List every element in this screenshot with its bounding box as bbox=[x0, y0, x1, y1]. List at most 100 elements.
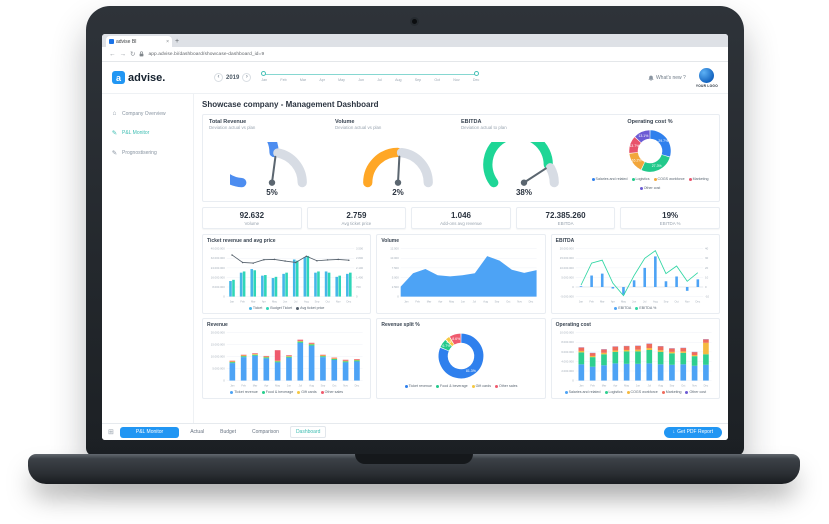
chart-panel-revenue: Revenue 20.000.000 15.000.000 10.000.000 5.… bbox=[202, 318, 372, 399]
svg-text:Sep: Sep bbox=[315, 300, 320, 304]
tab-budget[interactable]: Budget bbox=[220, 429, 236, 435]
chart-legend: Ticket revenue Food & beverage Gift cards O… bbox=[381, 384, 540, 389]
legend-item: COGS workforce bbox=[653, 177, 685, 182]
laptop-hinge-notch bbox=[355, 454, 473, 464]
svg-text:Oct: Oct bbox=[681, 384, 685, 388]
pen-icon: ✎ bbox=[111, 150, 118, 157]
svg-text:Jun: Jun bbox=[632, 300, 637, 304]
webcam-icon bbox=[412, 19, 417, 24]
svg-text:Aug: Aug bbox=[658, 384, 663, 388]
new-tab-button[interactable]: + bbox=[174, 38, 180, 45]
tab-dashboard[interactable]: Dashboard bbox=[289, 426, 327, 438]
tab-comparison[interactable]: Comparison bbox=[251, 429, 279, 435]
svg-text:Oct: Oct bbox=[507, 300, 511, 304]
ebitda-gauge bbox=[482, 142, 566, 188]
svg-text:Jan: Jan bbox=[405, 300, 410, 304]
tab-close-icon[interactable]: × bbox=[166, 38, 169, 45]
tab-actual[interactable]: Actual bbox=[190, 429, 205, 435]
kpi-row: 92.632 Volume 2.759 Avg ticket price 1.0… bbox=[202, 207, 720, 229]
month-range-slider[interactable]: Jan Feb Mar Apr May Jun Jul Aug Sep Oct Nov Dec bbox=[261, 70, 480, 86]
sidebar-item-company-overview[interactable]: ⌂ Company Overview bbox=[102, 104, 193, 123]
svg-text:Jul: Jul bbox=[647, 384, 651, 388]
legend-item: Marketing bbox=[661, 390, 681, 395]
svg-text:5.000.000: 5.000.000 bbox=[561, 275, 574, 279]
svg-text:Jan: Jan bbox=[230, 384, 235, 388]
lock-icon bbox=[140, 51, 144, 57]
operating-cost-donut: 29.7% 27.3% 16.2% 13.7% 13.1% bbox=[625, 125, 675, 176]
gauge-value: 2% bbox=[392, 188, 404, 197]
whats-new-link[interactable]: What's new ? bbox=[648, 75, 686, 81]
svg-text:27.3%: 27.3% bbox=[652, 164, 662, 168]
browser-tab[interactable]: advise BI × bbox=[106, 36, 172, 47]
svg-text:-10: -10 bbox=[705, 294, 709, 298]
svg-text:Jul: Jul bbox=[299, 384, 303, 388]
apps-grid-icon[interactable]: ⊞ bbox=[108, 429, 114, 436]
svg-text:Feb: Feb bbox=[241, 384, 246, 388]
svg-text:Oct: Oct bbox=[326, 300, 330, 304]
svg-text:700: 700 bbox=[356, 285, 361, 289]
browser-urlbar: ← → ↻ app.advise.bi/dashboard/showcase-d… bbox=[102, 47, 728, 62]
get-pdf-report-button[interactable]: ↓ Get PDF Report bbox=[663, 426, 722, 438]
svg-text:15.000.000: 15.000.000 bbox=[559, 256, 573, 260]
svg-text:24.000.000: 24.000.000 bbox=[211, 266, 225, 270]
forward-icon[interactable]: → bbox=[119, 50, 127, 58]
sidebar-item-pl-monitor[interactable]: ✎ P&L Monitor bbox=[102, 123, 193, 143]
svg-text:7.500: 7.500 bbox=[392, 266, 399, 270]
legend-item: Gift cards bbox=[471, 384, 491, 389]
svg-text:6.000.000: 6.000.000 bbox=[561, 350, 574, 354]
advise-logo[interactable]: a advise. bbox=[112, 71, 214, 84]
advise-logo-text: advise. bbox=[128, 71, 166, 84]
svg-text:20.000.000: 20.000.000 bbox=[211, 331, 225, 335]
account-logo[interactable]: YOUR LOGO bbox=[696, 67, 718, 88]
sidebar-item-label: P&L Monitor bbox=[122, 130, 150, 136]
pl-monitor-button[interactable]: P&L Monitor bbox=[119, 426, 180, 438]
svg-text:3.4%: 3.4% bbox=[446, 340, 454, 344]
svg-text:Dec: Dec bbox=[695, 300, 700, 304]
ebitda-combo-chart: 20.000.000 15.000.000 10.000.000 5.000.000 0… bbox=[556, 245, 715, 305]
legend-item: Ticket revenue bbox=[230, 390, 258, 395]
svg-text:Sep: Sep bbox=[495, 300, 500, 304]
sidebar-item-label: Prognostisering bbox=[122, 150, 157, 156]
svg-text:Feb: Feb bbox=[240, 300, 245, 304]
chart-title: EBITDA bbox=[555, 238, 575, 244]
kpi-label: Avg ticket price bbox=[341, 221, 372, 226]
svg-text:Mar: Mar bbox=[600, 300, 605, 304]
svg-text:May: May bbox=[272, 300, 278, 304]
sidebar-item-forecasting[interactable]: ✎ Prognostisering bbox=[102, 143, 193, 163]
svg-text:Nov: Nov bbox=[336, 300, 341, 304]
kpi-label: EBITDA bbox=[557, 221, 574, 226]
svg-text:May: May bbox=[621, 300, 627, 304]
svg-text:Dec: Dec bbox=[703, 384, 708, 388]
svg-text:Jan: Jan bbox=[579, 384, 584, 388]
back-icon[interactable]: ← bbox=[109, 50, 116, 58]
svg-text:Jul: Jul bbox=[643, 300, 647, 304]
url-text[interactable]: app.advise.bi/dashboard/showcase-dashboa… bbox=[148, 51, 265, 57]
gauge-title: Total Revenue bbox=[209, 119, 247, 125]
chart-title: Operating cost bbox=[555, 322, 591, 329]
reload-icon[interactable]: ↻ bbox=[130, 51, 136, 58]
svg-text:30: 30 bbox=[705, 256, 709, 260]
legend-item: Other cost bbox=[639, 186, 660, 191]
svg-text:10.000: 10.000 bbox=[391, 256, 400, 260]
chart-legend: Salaries and related Logistics COGS workfo… bbox=[556, 390, 715, 395]
svg-text:Nov: Nov bbox=[685, 300, 690, 304]
slider-handle-end[interactable] bbox=[474, 71, 480, 76]
app-header: a advise. ‹ 2019 › Jan Feb Mar Apr May Jun Jul… bbox=[102, 62, 728, 94]
svg-text:-5.000.000: -5.000.000 bbox=[560, 294, 574, 298]
prev-year-button[interactable]: ‹ bbox=[214, 73, 223, 82]
gauge-total-revenue: Total Revenue Deviation actual vs plan 5… bbox=[209, 119, 335, 197]
svg-text:May: May bbox=[275, 384, 281, 388]
home-icon: ⌂ bbox=[112, 110, 117, 117]
svg-text:Apr: Apr bbox=[439, 300, 443, 304]
kpi-label: EBITDA % bbox=[659, 221, 681, 226]
svg-text:Mar: Mar bbox=[427, 300, 432, 304]
slider-handle-start[interactable] bbox=[261, 71, 267, 76]
laptop-lid: advise BI × + ← → ↻ app.advise.bi/dashbo… bbox=[86, 6, 744, 456]
laptop-screen: advise BI × + ← → ↻ app.advise.bi/dashbo… bbox=[102, 34, 728, 440]
svg-text:Apr: Apr bbox=[613, 384, 617, 388]
chart-title: Ticket revenue and avg price bbox=[207, 238, 276, 244]
svg-text:12.500: 12.500 bbox=[391, 247, 400, 251]
header-right: What's new ? YOUR LOGO bbox=[648, 67, 718, 88]
next-year-button[interactable]: › bbox=[242, 73, 252, 82]
chart-panel-ebitda: EBITDA 20.000.000 15.000.000 10.000.000 5.0… bbox=[550, 234, 720, 315]
